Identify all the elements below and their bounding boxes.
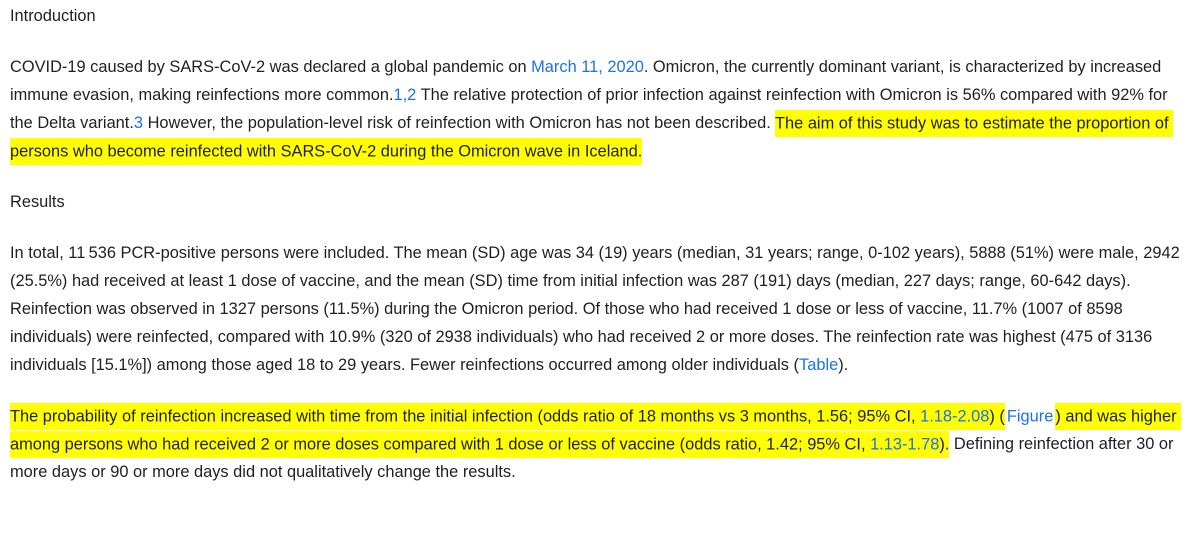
- ci-link-1-18-2-08[interactable]: 1.18-2.08: [920, 402, 990, 430]
- body-text: . Omicron, the currently dominant varian…: [10, 58, 1166, 104]
- body-text: ).: [838, 356, 849, 374]
- figure-link[interactable]: Figure: [1004, 402, 1056, 430]
- reference-link-3[interactable]: 3: [133, 114, 144, 132]
- table-link[interactable]: Table: [799, 356, 839, 374]
- date-link-march-11-2020[interactable]: March 11, 2020: [531, 58, 644, 76]
- section-heading-introduction: Introduction: [10, 7, 96, 25]
- paragraph-results-1: In total, 11 536 PCR-positive persons we…: [10, 239, 1184, 379]
- body-text: The relative protection of prior infecti…: [10, 86, 1173, 132]
- section-heading-results: Results: [10, 193, 65, 211]
- paragraph-introduction: COVID-19 caused by SARS-CoV-2 was declar…: [10, 53, 1184, 165]
- ci-link-1-13-1-78[interactable]: 1.13-1.78: [870, 430, 940, 458]
- reference-link-1-2[interactable]: 1,2: [393, 86, 417, 104]
- body-text: In total, 11 536 PCR-positive persons we…: [10, 244, 1185, 374]
- body-text: COVID-19 caused by SARS-CoV-2 was declar…: [10, 58, 532, 76]
- highlighted-text: The probability of reinfection increased…: [10, 402, 921, 430]
- highlighted-text: ) (: [989, 402, 1005, 430]
- highlighted-text: ).: [939, 430, 950, 458]
- body-text: However, the population-level risk of re…: [143, 114, 776, 132]
- body-text: Defining reinfection after 30 or more da…: [10, 435, 1179, 481]
- paragraph-results-2: The probability of reinfection increased…: [10, 402, 1184, 486]
